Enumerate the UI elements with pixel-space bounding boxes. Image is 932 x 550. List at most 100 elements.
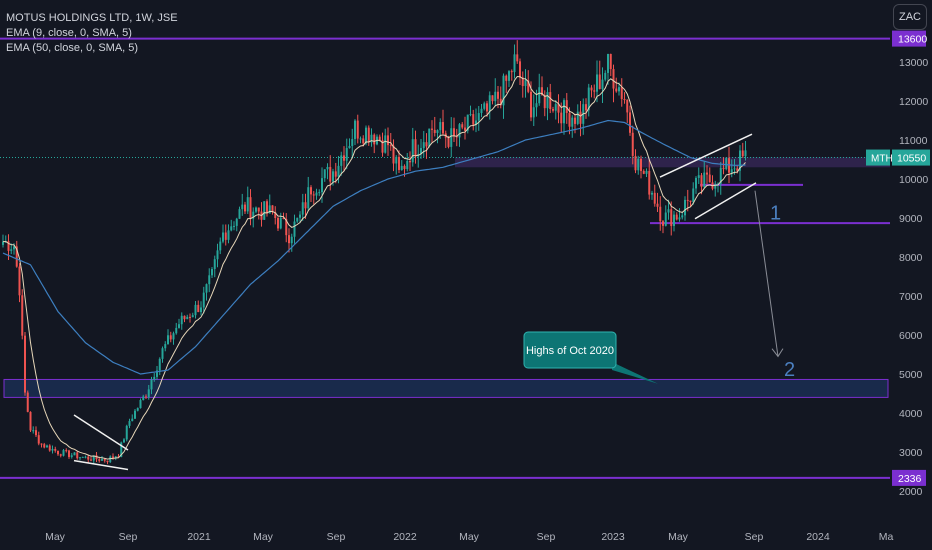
candle-body [571, 117, 574, 127]
candle-body [321, 178, 323, 193]
candle-body [134, 410, 136, 419]
candle-body [411, 139, 414, 163]
candle-body [615, 88, 618, 92]
candle-body [651, 192, 653, 195]
candle-body [106, 460, 109, 463]
candle-body [422, 142, 425, 149]
candle-body [161, 348, 164, 359]
currency-button[interactable]: ZAC [893, 4, 927, 30]
projection-arrow-head [771, 348, 784, 358]
y-tick-label: 3000 [899, 447, 923, 459]
candle-body [521, 77, 524, 87]
candle-body [81, 456, 84, 458]
candle-body [640, 158, 642, 171]
candle-body [230, 226, 233, 231]
level-price-tag-text: 13600 [898, 34, 927, 46]
candle-body [285, 218, 288, 236]
candle-body [400, 165, 403, 170]
candle-body [112, 456, 114, 458]
candle-body [65, 450, 68, 452]
y-tick-label: 11000 [899, 135, 928, 147]
channel-lower-line [694, 182, 757, 220]
candle-body [557, 104, 560, 113]
candle-body [222, 232, 224, 242]
candle-body [351, 138, 354, 146]
candle-body [7, 241, 10, 251]
candle-body [128, 421, 131, 426]
candle-body [213, 259, 216, 270]
candle-body [708, 174, 711, 183]
candle-body [244, 204, 246, 212]
candle-body [43, 444, 46, 448]
candle-body [491, 95, 494, 102]
y-tick-label: 7000 [899, 291, 923, 303]
x-tick-label: Sep [745, 531, 764, 543]
candle-body [241, 204, 244, 210]
candle-body [356, 120, 359, 139]
candle-body [420, 148, 422, 154]
candle-body [381, 140, 384, 153]
annotation-label-1: 1 [770, 203, 781, 225]
candle-body [741, 150, 744, 157]
candle-body [224, 232, 227, 240]
candle-body [183, 315, 186, 320]
candle-body [549, 92, 552, 110]
candle-body [453, 128, 455, 136]
candle-body [675, 214, 678, 220]
candle-body [670, 209, 673, 227]
symbol-tag [866, 149, 890, 166]
candle-body [180, 315, 183, 325]
candle-body [378, 136, 381, 141]
candles [2, 40, 747, 465]
candle-body [494, 91, 497, 102]
candle-body [739, 150, 741, 171]
candle-body [387, 135, 389, 146]
candle-body [197, 304, 200, 313]
candle-body [524, 80, 527, 87]
candle-body [142, 396, 145, 401]
candle-body [62, 450, 65, 456]
ema-slow-legend: EMA (50, close, 0, SMA, 5) [6, 42, 139, 54]
y-tick-label: 2000 [899, 486, 923, 498]
candle-body [686, 199, 689, 201]
candle-body [87, 456, 90, 460]
channel-upper-line [659, 133, 753, 178]
candle-body [345, 148, 348, 161]
candle-body [499, 98, 502, 106]
price-axis-background [890, 0, 932, 550]
x-tick-label: May [45, 531, 66, 543]
candle-body [205, 284, 208, 293]
candle-body [208, 275, 211, 285]
candle-body [186, 316, 189, 320]
candle-body [486, 103, 488, 112]
candle-body [370, 134, 373, 143]
candle-body [706, 172, 708, 175]
candle-body [233, 225, 235, 227]
candle-body [568, 112, 571, 127]
candle-body [697, 175, 700, 178]
candle-body [725, 158, 728, 170]
candle-body [343, 155, 345, 161]
candle-body [458, 124, 461, 138]
candle-body [29, 411, 32, 431]
candle-body [48, 445, 51, 451]
candle-body [667, 209, 670, 213]
candle-body [516, 54, 519, 62]
ema-fast-line [2, 75, 746, 460]
candle-body [13, 246, 15, 250]
ema-fast-legend: EMA (9, close, 0, SMA, 5) [6, 27, 132, 39]
candle-body [730, 169, 733, 173]
candle-body [92, 455, 95, 461]
candle-body [681, 215, 684, 218]
x-tick-label: May [459, 531, 480, 543]
candle-body [395, 156, 398, 164]
candle-body [348, 145, 351, 149]
candle-body [131, 418, 134, 422]
candle-body [620, 87, 623, 100]
candle-body [178, 324, 180, 328]
candle-body [541, 87, 543, 96]
candle-body [722, 167, 725, 170]
candle-body [483, 103, 486, 109]
candle-body [475, 120, 477, 125]
